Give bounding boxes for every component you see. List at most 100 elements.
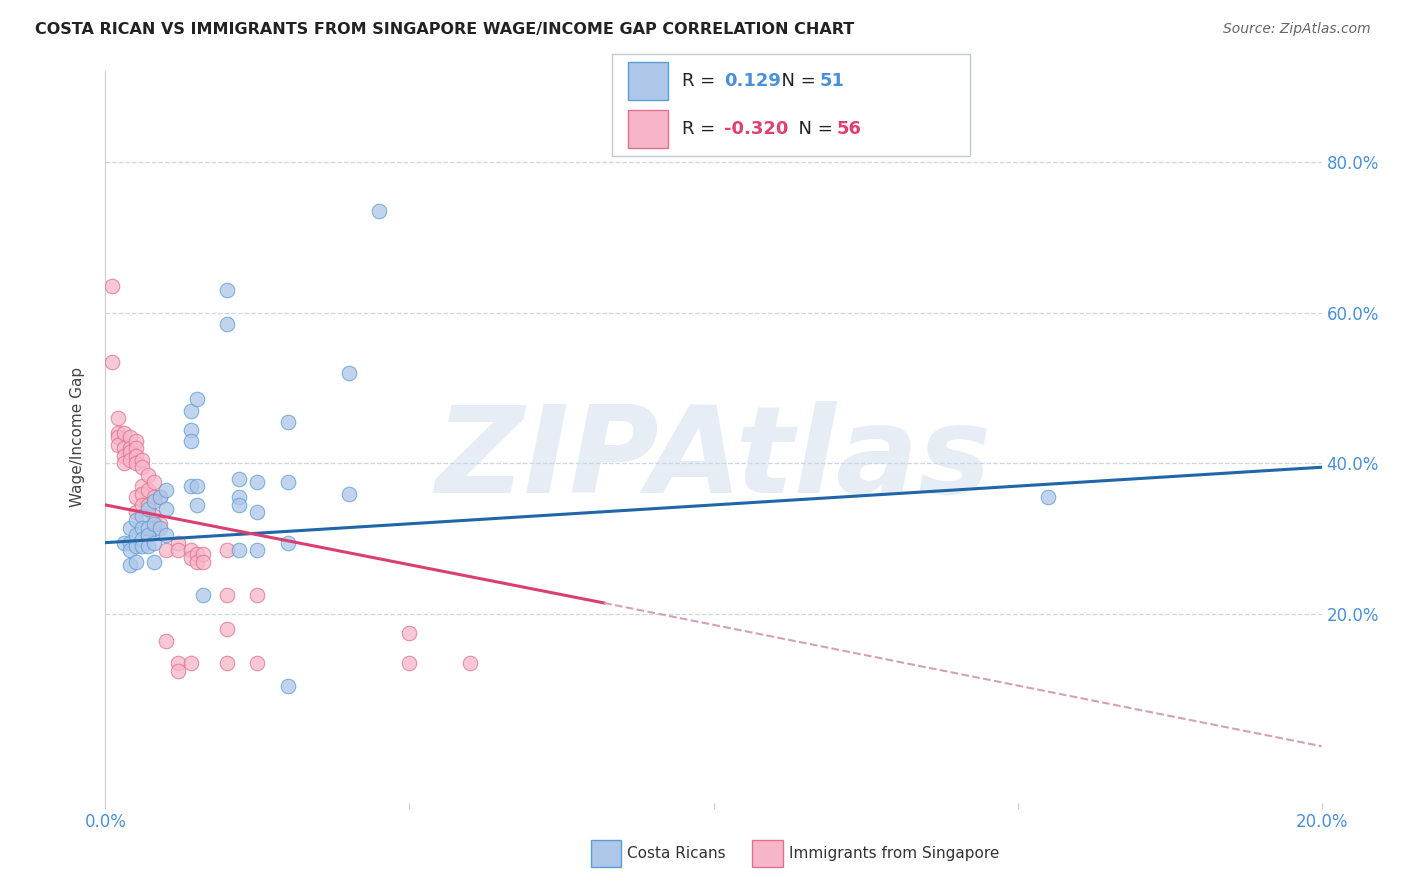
Point — [125, 434, 148, 448]
Point — [180, 479, 202, 493]
Point — [217, 589, 239, 603]
Point — [1036, 491, 1059, 505]
Point — [143, 475, 166, 490]
Point — [112, 449, 135, 463]
Point — [143, 491, 166, 505]
Point — [155, 528, 177, 542]
Point — [136, 498, 159, 512]
Point — [112, 457, 135, 471]
Point — [125, 528, 148, 542]
Point — [180, 434, 202, 448]
Point — [155, 501, 177, 516]
Point — [228, 498, 250, 512]
Point — [246, 475, 269, 490]
Point — [368, 203, 391, 218]
Point — [186, 498, 208, 512]
Point — [186, 554, 208, 568]
Text: 51: 51 — [820, 72, 845, 90]
Text: Immigrants from Singapore: Immigrants from Singapore — [789, 847, 1000, 861]
Point — [100, 354, 122, 368]
Point — [167, 657, 190, 671]
Point — [118, 558, 141, 573]
Point — [131, 532, 153, 546]
Point — [228, 471, 250, 485]
Point — [143, 516, 166, 531]
Point — [107, 411, 129, 425]
Point — [217, 657, 239, 671]
Point — [136, 528, 159, 542]
Point — [180, 543, 202, 558]
Text: -0.320: -0.320 — [724, 120, 789, 138]
Point — [118, 452, 141, 467]
Point — [136, 520, 159, 534]
Point — [107, 430, 129, 444]
Point — [277, 475, 299, 490]
Point — [149, 491, 172, 505]
Point — [180, 403, 202, 417]
Point — [186, 392, 208, 407]
Point — [131, 452, 153, 467]
Point — [149, 516, 172, 531]
Point — [107, 437, 129, 451]
Point — [217, 543, 239, 558]
Point — [277, 415, 299, 429]
Point — [246, 543, 269, 558]
Point — [191, 554, 214, 568]
Point — [167, 543, 190, 558]
Text: R =: R = — [682, 120, 721, 138]
Point — [107, 426, 129, 441]
Point — [155, 633, 177, 648]
Point — [136, 540, 159, 554]
Point — [217, 623, 239, 637]
Point — [112, 426, 135, 441]
Point — [167, 664, 190, 678]
Point — [112, 442, 135, 456]
Text: COSTA RICAN VS IMMIGRANTS FROM SINGAPORE WAGE/INCOME GAP CORRELATION CHART: COSTA RICAN VS IMMIGRANTS FROM SINGAPORE… — [35, 22, 855, 37]
Point — [125, 449, 148, 463]
Point — [136, 483, 159, 497]
Point — [118, 535, 141, 549]
Point — [337, 366, 360, 380]
Point — [131, 509, 153, 524]
Point — [131, 479, 153, 493]
Text: R =: R = — [682, 72, 721, 90]
Point — [131, 520, 153, 534]
Point — [277, 679, 299, 693]
Point — [118, 543, 141, 558]
Point — [118, 520, 141, 534]
Text: Source: ZipAtlas.com: Source: ZipAtlas.com — [1223, 22, 1371, 37]
Point — [246, 589, 269, 603]
Point — [125, 506, 148, 520]
Point — [125, 491, 148, 505]
Point — [228, 543, 250, 558]
Point — [143, 494, 166, 508]
Point — [131, 540, 153, 554]
Point — [180, 550, 202, 565]
Point — [136, 467, 159, 482]
Point — [118, 430, 141, 444]
Point — [125, 457, 148, 471]
Point — [143, 509, 166, 524]
Text: Costa Ricans: Costa Ricans — [627, 847, 725, 861]
Point — [149, 491, 172, 505]
Point — [125, 554, 148, 568]
Point — [186, 547, 208, 561]
Point — [246, 506, 269, 520]
Point — [136, 501, 159, 516]
Point — [143, 535, 166, 549]
Point — [191, 547, 214, 561]
Text: 56: 56 — [837, 120, 862, 138]
Text: ZIPAtlas: ZIPAtlas — [436, 401, 991, 517]
Point — [217, 283, 239, 297]
Point — [131, 486, 153, 500]
Point — [398, 657, 420, 671]
Point — [125, 513, 148, 527]
Point — [180, 657, 202, 671]
Point — [125, 442, 148, 456]
Point — [100, 279, 122, 293]
Point — [149, 520, 172, 534]
Y-axis label: Wage/Income Gap: Wage/Income Gap — [70, 367, 84, 508]
Point — [277, 535, 299, 549]
Point — [458, 657, 481, 671]
Point — [131, 498, 153, 512]
